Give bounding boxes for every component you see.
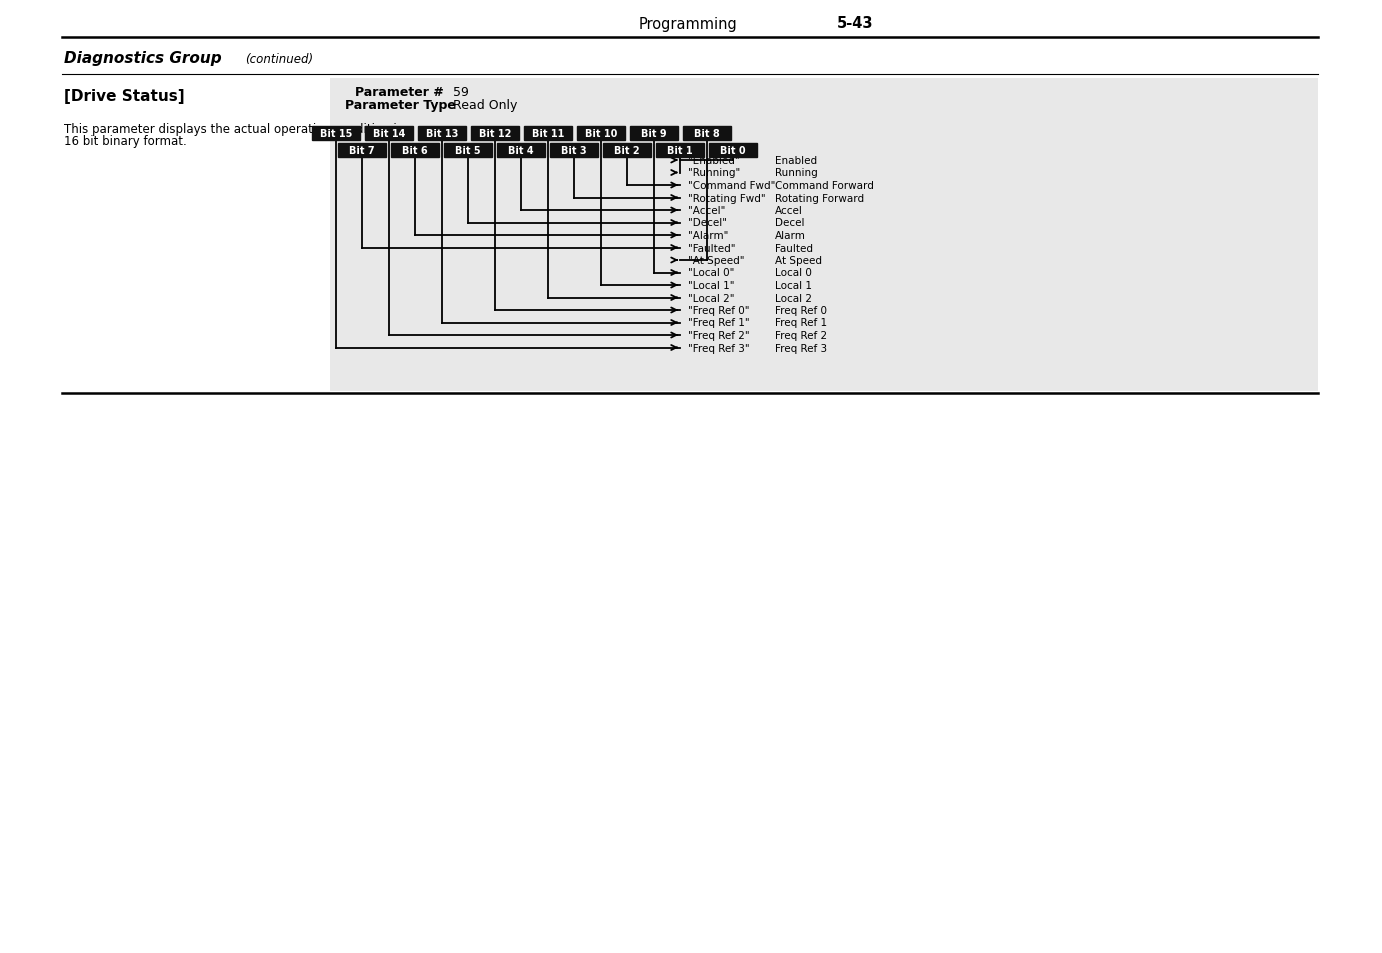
Bar [330, 79, 1318, 392]
Text: "Faulted": "Faulted" [688, 243, 735, 253]
Text: Freq Ref 3: Freq Ref 3 [775, 343, 826, 354]
Text: "Local 0": "Local 0" [688, 268, 734, 278]
Text: Parameter #: Parameter # [355, 86, 444, 98]
Text: Bit 2: Bit 2 [614, 146, 640, 156]
Text: "Accel": "Accel" [688, 206, 726, 215]
Text: Local 1: Local 1 [775, 281, 813, 291]
Text: "Freq Ref 0": "Freq Ref 0" [688, 306, 749, 315]
Bar [656, 144, 703, 158]
Text: Bit 15: Bit 15 [319, 129, 352, 139]
Bar [630, 127, 679, 141]
Text: Freq Ref 2: Freq Ref 2 [775, 331, 826, 340]
Text: Bit 5: Bit 5 [455, 146, 481, 156]
Text: [Drive Status]: [Drive Status] [64, 89, 185, 103]
Text: Freq Ref 1: Freq Ref 1 [775, 318, 826, 328]
Text: Bit 14: Bit 14 [373, 129, 405, 139]
Text: Faulted: Faulted [775, 243, 813, 253]
Text: "At Speed": "At Speed" [688, 255, 745, 266]
Text: "Rotating Fwd": "Rotating Fwd" [688, 193, 766, 203]
Text: Bit 4: Bit 4 [509, 146, 533, 156]
Bar [709, 144, 757, 158]
Text: This parameter displays the actual operating condition in: This parameter displays the actual opera… [64, 122, 405, 135]
Bar [498, 144, 545, 158]
Text: "Freq Ref 3": "Freq Ref 3" [688, 343, 749, 354]
Text: 5-43: 5-43 [836, 16, 873, 31]
Text: Bit 10: Bit 10 [585, 129, 618, 139]
Bar [524, 127, 572, 141]
Text: "Freq Ref 2": "Freq Ref 2" [688, 331, 749, 340]
Text: Enabled: Enabled [775, 156, 817, 166]
Bar [417, 127, 466, 141]
Text: "Running": "Running" [688, 169, 741, 178]
Bar [578, 127, 625, 141]
Text: Command Forward: Command Forward [775, 181, 873, 191]
Text: Bit 0: Bit 0 [720, 146, 746, 156]
Text: At Speed: At Speed [775, 255, 822, 266]
Bar [603, 144, 651, 158]
Text: (continued): (continued) [245, 52, 314, 66]
Text: Parameter Type: Parameter Type [346, 99, 456, 112]
Text: "Local 1": "Local 1" [688, 281, 734, 291]
Bar [550, 144, 598, 158]
Text: "Command Fwd": "Command Fwd" [688, 181, 775, 191]
Text: Diagnostics Group: Diagnostics Group [64, 51, 221, 67]
Text: "Local 2": "Local 2" [688, 294, 734, 303]
Text: Alarm: Alarm [775, 231, 806, 241]
Text: "Enabled": "Enabled" [688, 156, 739, 166]
Text: 59: 59 [453, 86, 468, 98]
Text: Bit 12: Bit 12 [478, 129, 511, 139]
Text: "Alarm": "Alarm" [688, 231, 728, 241]
Text: Bit 1: Bit 1 [668, 146, 692, 156]
Text: Bit 13: Bit 13 [426, 129, 459, 139]
Bar [365, 127, 413, 141]
Bar [391, 144, 439, 158]
Text: "Decel": "Decel" [688, 218, 727, 229]
Text: Programming: Programming [638, 16, 738, 31]
Bar [312, 127, 359, 141]
Text: Accel: Accel [775, 206, 803, 215]
Text: "Freq Ref 1": "Freq Ref 1" [688, 318, 749, 328]
Text: Read Only: Read Only [453, 99, 517, 112]
Bar [683, 127, 731, 141]
Text: Freq Ref 0: Freq Ref 0 [775, 306, 826, 315]
Text: 16 bit binary format.: 16 bit binary format. [64, 135, 187, 149]
Text: Bit 11: Bit 11 [532, 129, 564, 139]
Text: Bit 9: Bit 9 [641, 129, 666, 139]
Text: Bit 6: Bit 6 [402, 146, 428, 156]
Text: Running: Running [775, 169, 818, 178]
Bar [471, 127, 520, 141]
Text: Decel: Decel [775, 218, 804, 229]
Text: Bit 8: Bit 8 [694, 129, 720, 139]
Text: Local 0: Local 0 [775, 268, 811, 278]
Text: Rotating Forward: Rotating Forward [775, 193, 864, 203]
Text: Local 2: Local 2 [775, 294, 813, 303]
Bar [444, 144, 492, 158]
Text: Bit 7: Bit 7 [350, 146, 375, 156]
Text: Bit 3: Bit 3 [561, 146, 587, 156]
Bar [339, 144, 386, 158]
